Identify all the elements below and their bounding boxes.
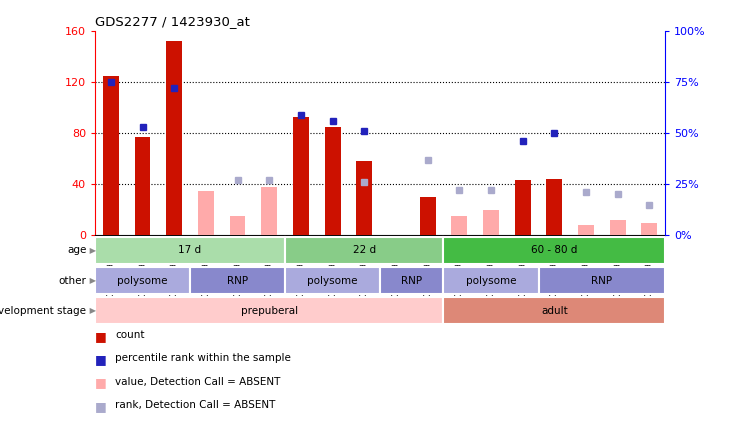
Text: percentile rank within the sample: percentile rank within the sample xyxy=(115,353,292,364)
Text: development stage: development stage xyxy=(0,306,86,316)
Bar xyxy=(198,190,214,235)
Bar xyxy=(578,225,594,235)
Bar xyxy=(420,197,436,235)
Bar xyxy=(230,216,246,235)
Bar xyxy=(167,41,182,235)
Text: RNP: RNP xyxy=(227,276,248,285)
Text: count: count xyxy=(115,330,145,341)
Text: RNP: RNP xyxy=(401,276,423,285)
Text: 17 d: 17 d xyxy=(178,246,202,255)
Text: ▶: ▶ xyxy=(87,306,96,315)
Text: polysome: polysome xyxy=(466,276,516,285)
Bar xyxy=(95,267,190,294)
Bar xyxy=(380,267,444,294)
Bar xyxy=(135,137,151,235)
Text: ■: ■ xyxy=(95,400,107,412)
Bar xyxy=(95,237,285,264)
Bar xyxy=(444,297,665,325)
Text: prepuberal: prepuberal xyxy=(240,306,298,316)
Bar xyxy=(483,210,499,235)
Bar xyxy=(444,237,665,264)
Text: RNP: RNP xyxy=(591,276,613,285)
Bar xyxy=(95,297,444,325)
Text: GDS2277 / 1423930_at: GDS2277 / 1423930_at xyxy=(95,16,250,28)
Bar xyxy=(293,117,309,235)
Text: age: age xyxy=(67,246,86,255)
Bar xyxy=(547,179,562,235)
Bar xyxy=(285,237,444,264)
Text: polysome: polysome xyxy=(307,276,358,285)
Bar xyxy=(539,267,665,294)
Text: adult: adult xyxy=(541,306,568,316)
Bar xyxy=(452,216,467,235)
Bar xyxy=(190,267,285,294)
Bar xyxy=(642,222,657,235)
Text: other: other xyxy=(58,276,86,285)
Bar xyxy=(444,267,539,294)
Text: ■: ■ xyxy=(95,353,107,366)
Bar xyxy=(262,187,277,235)
Text: value, Detection Call = ABSENT: value, Detection Call = ABSENT xyxy=(115,377,281,387)
Text: 60 - 80 d: 60 - 80 d xyxy=(531,246,577,255)
Bar xyxy=(515,180,531,235)
Bar xyxy=(103,76,118,235)
Text: ▶: ▶ xyxy=(87,246,96,255)
Text: ▶: ▶ xyxy=(87,276,96,285)
Text: ■: ■ xyxy=(95,330,107,343)
Text: polysome: polysome xyxy=(117,276,168,285)
Bar xyxy=(325,127,341,235)
Text: 22 d: 22 d xyxy=(353,246,376,255)
Bar xyxy=(610,220,626,235)
Bar xyxy=(357,161,372,235)
Text: ■: ■ xyxy=(95,377,107,389)
Text: rank, Detection Call = ABSENT: rank, Detection Call = ABSENT xyxy=(115,400,276,410)
Bar xyxy=(285,267,380,294)
